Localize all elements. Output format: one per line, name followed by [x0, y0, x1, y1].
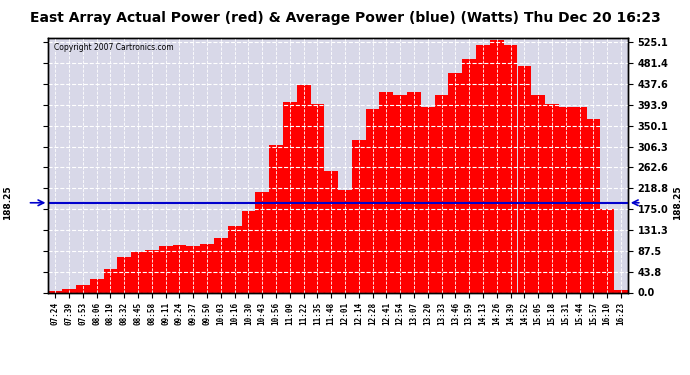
Bar [490, 40, 504, 292]
Bar [614, 290, 628, 292]
Bar [159, 246, 172, 292]
Text: 188.25: 188.25 [673, 186, 682, 220]
Bar [600, 209, 614, 292]
Bar [62, 289, 76, 292]
Bar [283, 102, 297, 292]
Bar [241, 211, 255, 292]
Bar [559, 106, 573, 292]
Bar [352, 140, 366, 292]
Bar [324, 171, 338, 292]
Bar [310, 104, 324, 292]
Bar [117, 257, 131, 292]
Bar [531, 95, 545, 292]
Bar [545, 104, 559, 292]
Bar [380, 92, 393, 292]
Bar [504, 45, 518, 292]
Bar [448, 73, 462, 292]
Bar [48, 291, 62, 292]
Bar [518, 66, 531, 292]
Bar [573, 106, 586, 292]
Bar [435, 95, 448, 292]
Bar [186, 246, 200, 292]
Bar [297, 85, 310, 292]
Bar [90, 279, 104, 292]
Bar [145, 250, 159, 292]
Bar [407, 92, 421, 292]
Bar [393, 95, 407, 292]
Text: 188.25: 188.25 [3, 186, 12, 220]
Bar [255, 192, 269, 292]
Text: Copyright 2007 Cartronics.com: Copyright 2007 Cartronics.com [54, 43, 174, 52]
Bar [228, 226, 242, 292]
Bar [200, 244, 214, 292]
Bar [172, 245, 186, 292]
Bar [131, 252, 145, 292]
Bar [76, 285, 90, 292]
Text: East Array Actual Power (red) & Average Power (blue) (Watts) Thu Dec 20 16:23: East Array Actual Power (red) & Average … [30, 11, 660, 25]
Bar [214, 238, 228, 292]
Bar [462, 59, 476, 292]
Bar [104, 268, 117, 292]
Bar [476, 45, 490, 292]
Bar [366, 109, 380, 292]
Bar [586, 118, 600, 292]
Bar [421, 106, 435, 292]
Bar [269, 145, 283, 292]
Bar [338, 190, 352, 292]
